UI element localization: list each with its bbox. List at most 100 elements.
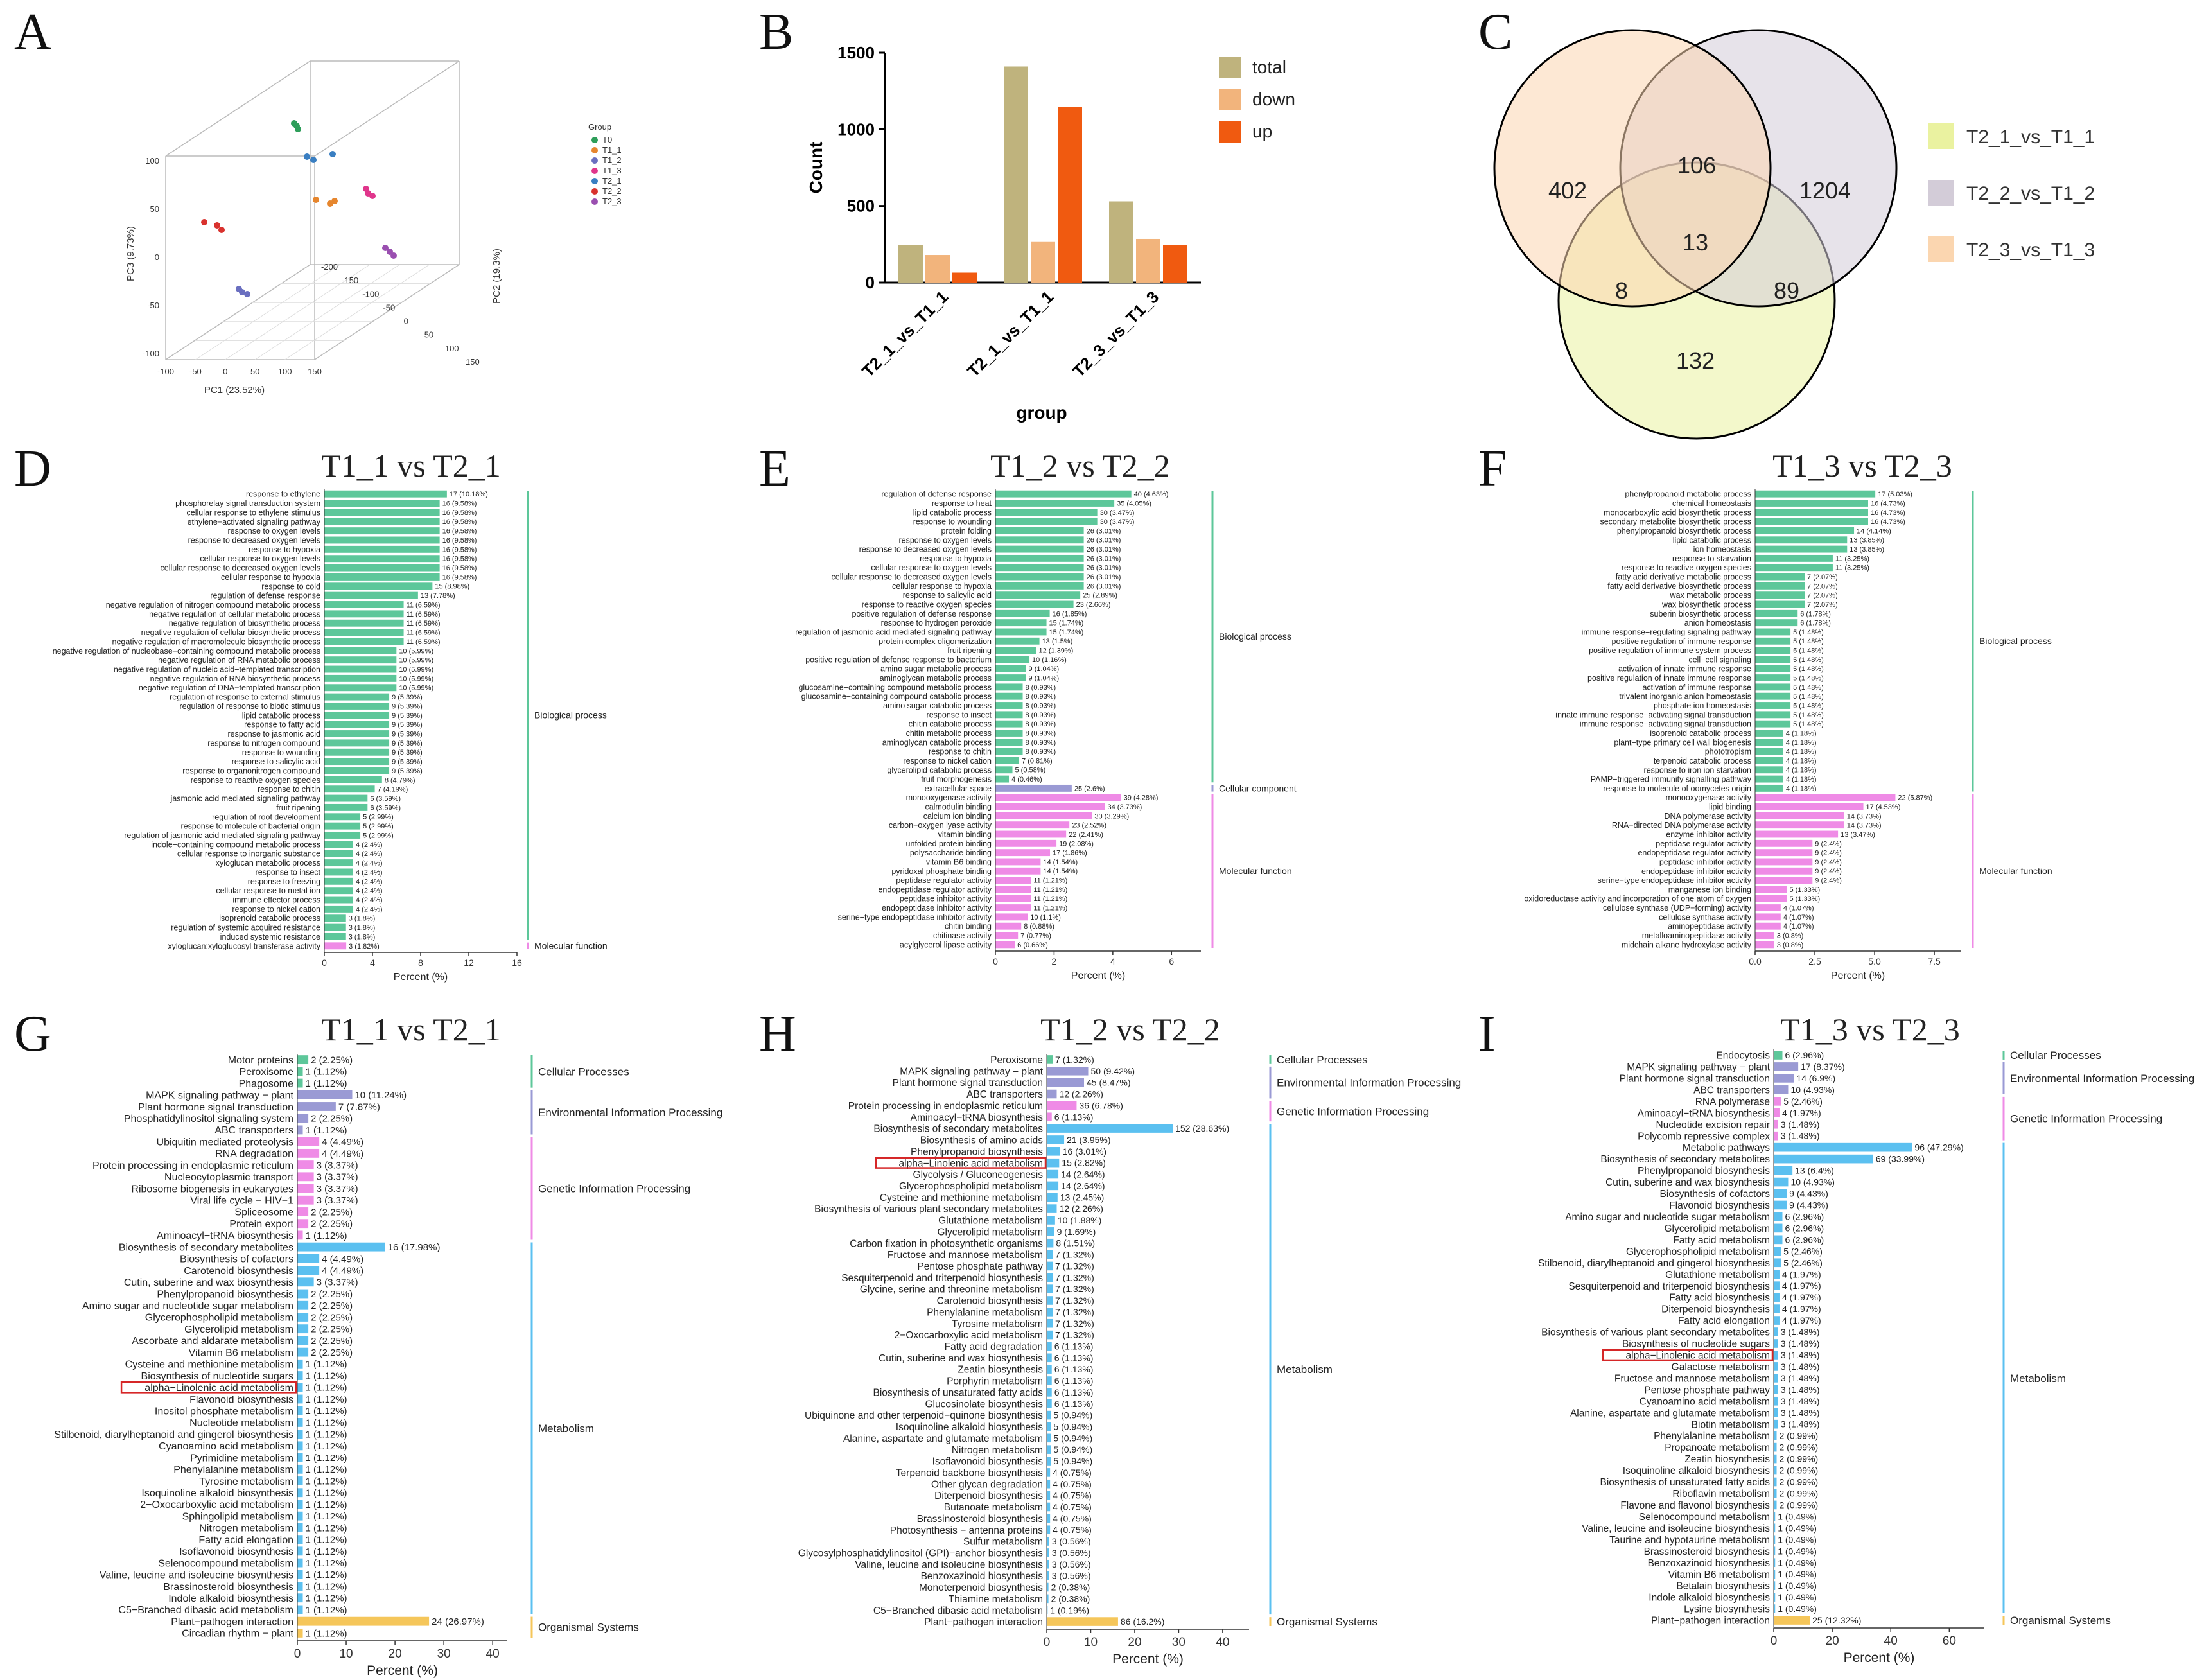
category-label: Biosynthesis of nucleotide sugars [1622,1339,1770,1350]
legend-label: T2_2 [602,186,622,196]
category-label: calmodulin binding [925,803,992,812]
value-label: 16 (4.73%) [1871,500,1905,507]
bar [1755,628,1791,636]
category-label: Biosynthesis of secondary metabolites [1600,1154,1770,1165]
value-label: 8 (0.93%) [1026,684,1056,692]
value-label: 4 (1.18%) [1786,785,1817,792]
bar [324,629,404,636]
category-label: Sesquiterpenoid and triterpenoid biosynt… [1568,1281,1770,1292]
x-tick-label: 0 [223,367,227,376]
category-label: negative regulation of nucleic acid−temp… [114,665,320,674]
category-label: Lysine biosynthesis [1684,1604,1770,1615]
category-label: vitamin B6 binding [926,857,992,866]
category-label: induced systemic resistance [220,932,320,941]
category-label: Glycine, serine and threonine metabolism [860,1284,1043,1295]
category-label: Biosynthesis of unsaturated fatty acids [1600,1477,1770,1488]
x-axis-label: Percent (%) [1844,1650,1915,1665]
value-label: 9 (5.39%) [392,749,423,757]
value-label: 16 (9.58%) [442,546,477,554]
category-label: Aminoacyl−tRNA biosynthesis [1638,1108,1771,1119]
value-label: 3 (0.56%) [1052,1548,1091,1558]
y-tick-label: -150 [342,276,358,285]
x-tick-label: 0 [322,958,327,968]
value-label: 4 (1.18%) [1786,776,1817,783]
bar [995,821,1070,829]
category-label: Carotenoid biosynthesis [937,1296,1044,1307]
category-label: extracellular space [925,784,992,793]
bar [297,1464,303,1474]
value-label: 3 (1.8%) [349,924,376,932]
legend-label: T1_3 [602,166,622,175]
category-label: cellular response to hypoxia [892,582,992,591]
hbar-chart-i: T1_3 vs T2_3 Endocytosis 6 (2.96%) MAPK sig… [1538,1011,2194,1665]
bar [995,766,1013,774]
value-label: 10 (1.1%) [1030,914,1061,922]
value-label: 6 (2.96%) [1785,1050,1824,1060]
category-label: cellulose synthase activity [1659,913,1752,922]
bar [297,1313,309,1322]
value-label: 4 (1.18%) [1786,767,1817,774]
category-label: Sulfur metabolism [963,1537,1043,1548]
value-label: 6 (0.66%) [1017,941,1048,949]
y-tick-label: -200 [321,262,338,272]
value-label: 1 (1.12%) [306,1394,347,1405]
bar [324,877,353,885]
category-label: Biosynthesis of secondary metabolites [873,1124,1043,1135]
bar [1774,1385,1778,1394]
bar [995,582,1084,590]
bar [297,1605,303,1614]
bar [1755,784,1783,792]
value-label: 6 (1.13%) [1054,1352,1094,1363]
category-label: positive regulation of innate immune res… [1587,674,1751,683]
value-label: 16 (4.73%) [1871,518,1905,526]
category-label: Brassinosteroid biosynthesis [1644,1546,1771,1557]
value-label: 50 (9.42%) [1091,1066,1135,1076]
category-label: RNA−directed DNA polymerase activity [1612,821,1752,830]
bar [1774,1235,1783,1245]
category-label: response to ethylene [246,490,320,499]
panel-label-e: E [759,441,791,497]
category-label: isoprenoid catabolic process [219,914,320,923]
value-label: 6 (1.13%) [1054,1376,1094,1386]
bar [1047,1318,1053,1328]
value-label: 4 (2.4%) [356,878,383,886]
category-label: cellular response to hypoxia [221,573,320,582]
bar [324,868,353,876]
bar [1774,1546,1776,1556]
bar [1047,1559,1049,1569]
bar [324,591,418,599]
value-label: 1 (0.49%) [1778,1592,1817,1602]
bar [1047,1457,1051,1466]
value-label: 8 (0.93%) [1026,693,1056,701]
bar [1774,1131,1778,1141]
category-label: response to nickel cation [232,905,320,914]
bar [995,922,1022,930]
category-label: response to hypoxia [249,545,320,554]
value-label: 69 (33.99%) [1876,1154,1925,1164]
value-label: 2 (0.99%) [1780,1489,1819,1499]
category-label: Glycerophospholipid metabolism [899,1181,1043,1192]
value-label: 7 (1.32%) [1055,1284,1094,1294]
group-label: Genetic Information Processing [1277,1105,1429,1117]
bar [324,914,346,922]
category-label: response to insect [256,868,321,877]
box-edge [165,264,311,360]
bar [995,554,1084,562]
category-label: DNA polymerase activity [1665,812,1752,821]
x-tick-label: 0 [294,1647,301,1661]
bar [1774,1142,1912,1152]
value-label: 40 (4.63%) [1134,491,1169,498]
bar [1047,1445,1051,1454]
legend-label: T2_3_vs_T1_3 [1966,240,2095,261]
bar [1774,1396,1778,1406]
category-label: Phenylpropanoid biosynthesis [157,1289,293,1300]
value-label: 2 (2.25%) [311,1114,353,1124]
category-label: response to hypoxia [920,554,992,563]
value-label: 4 (1.18%) [1786,730,1817,737]
value-label: 2 (2.25%) [311,1289,353,1300]
floor-gridline [254,264,400,360]
category-label: metalloaminopeptidase activity [1642,931,1752,940]
x-tick-label: T2_1_vs_T1_1 [858,287,952,381]
x-axis-label: Percent (%) [367,1663,438,1678]
bar [324,758,390,766]
